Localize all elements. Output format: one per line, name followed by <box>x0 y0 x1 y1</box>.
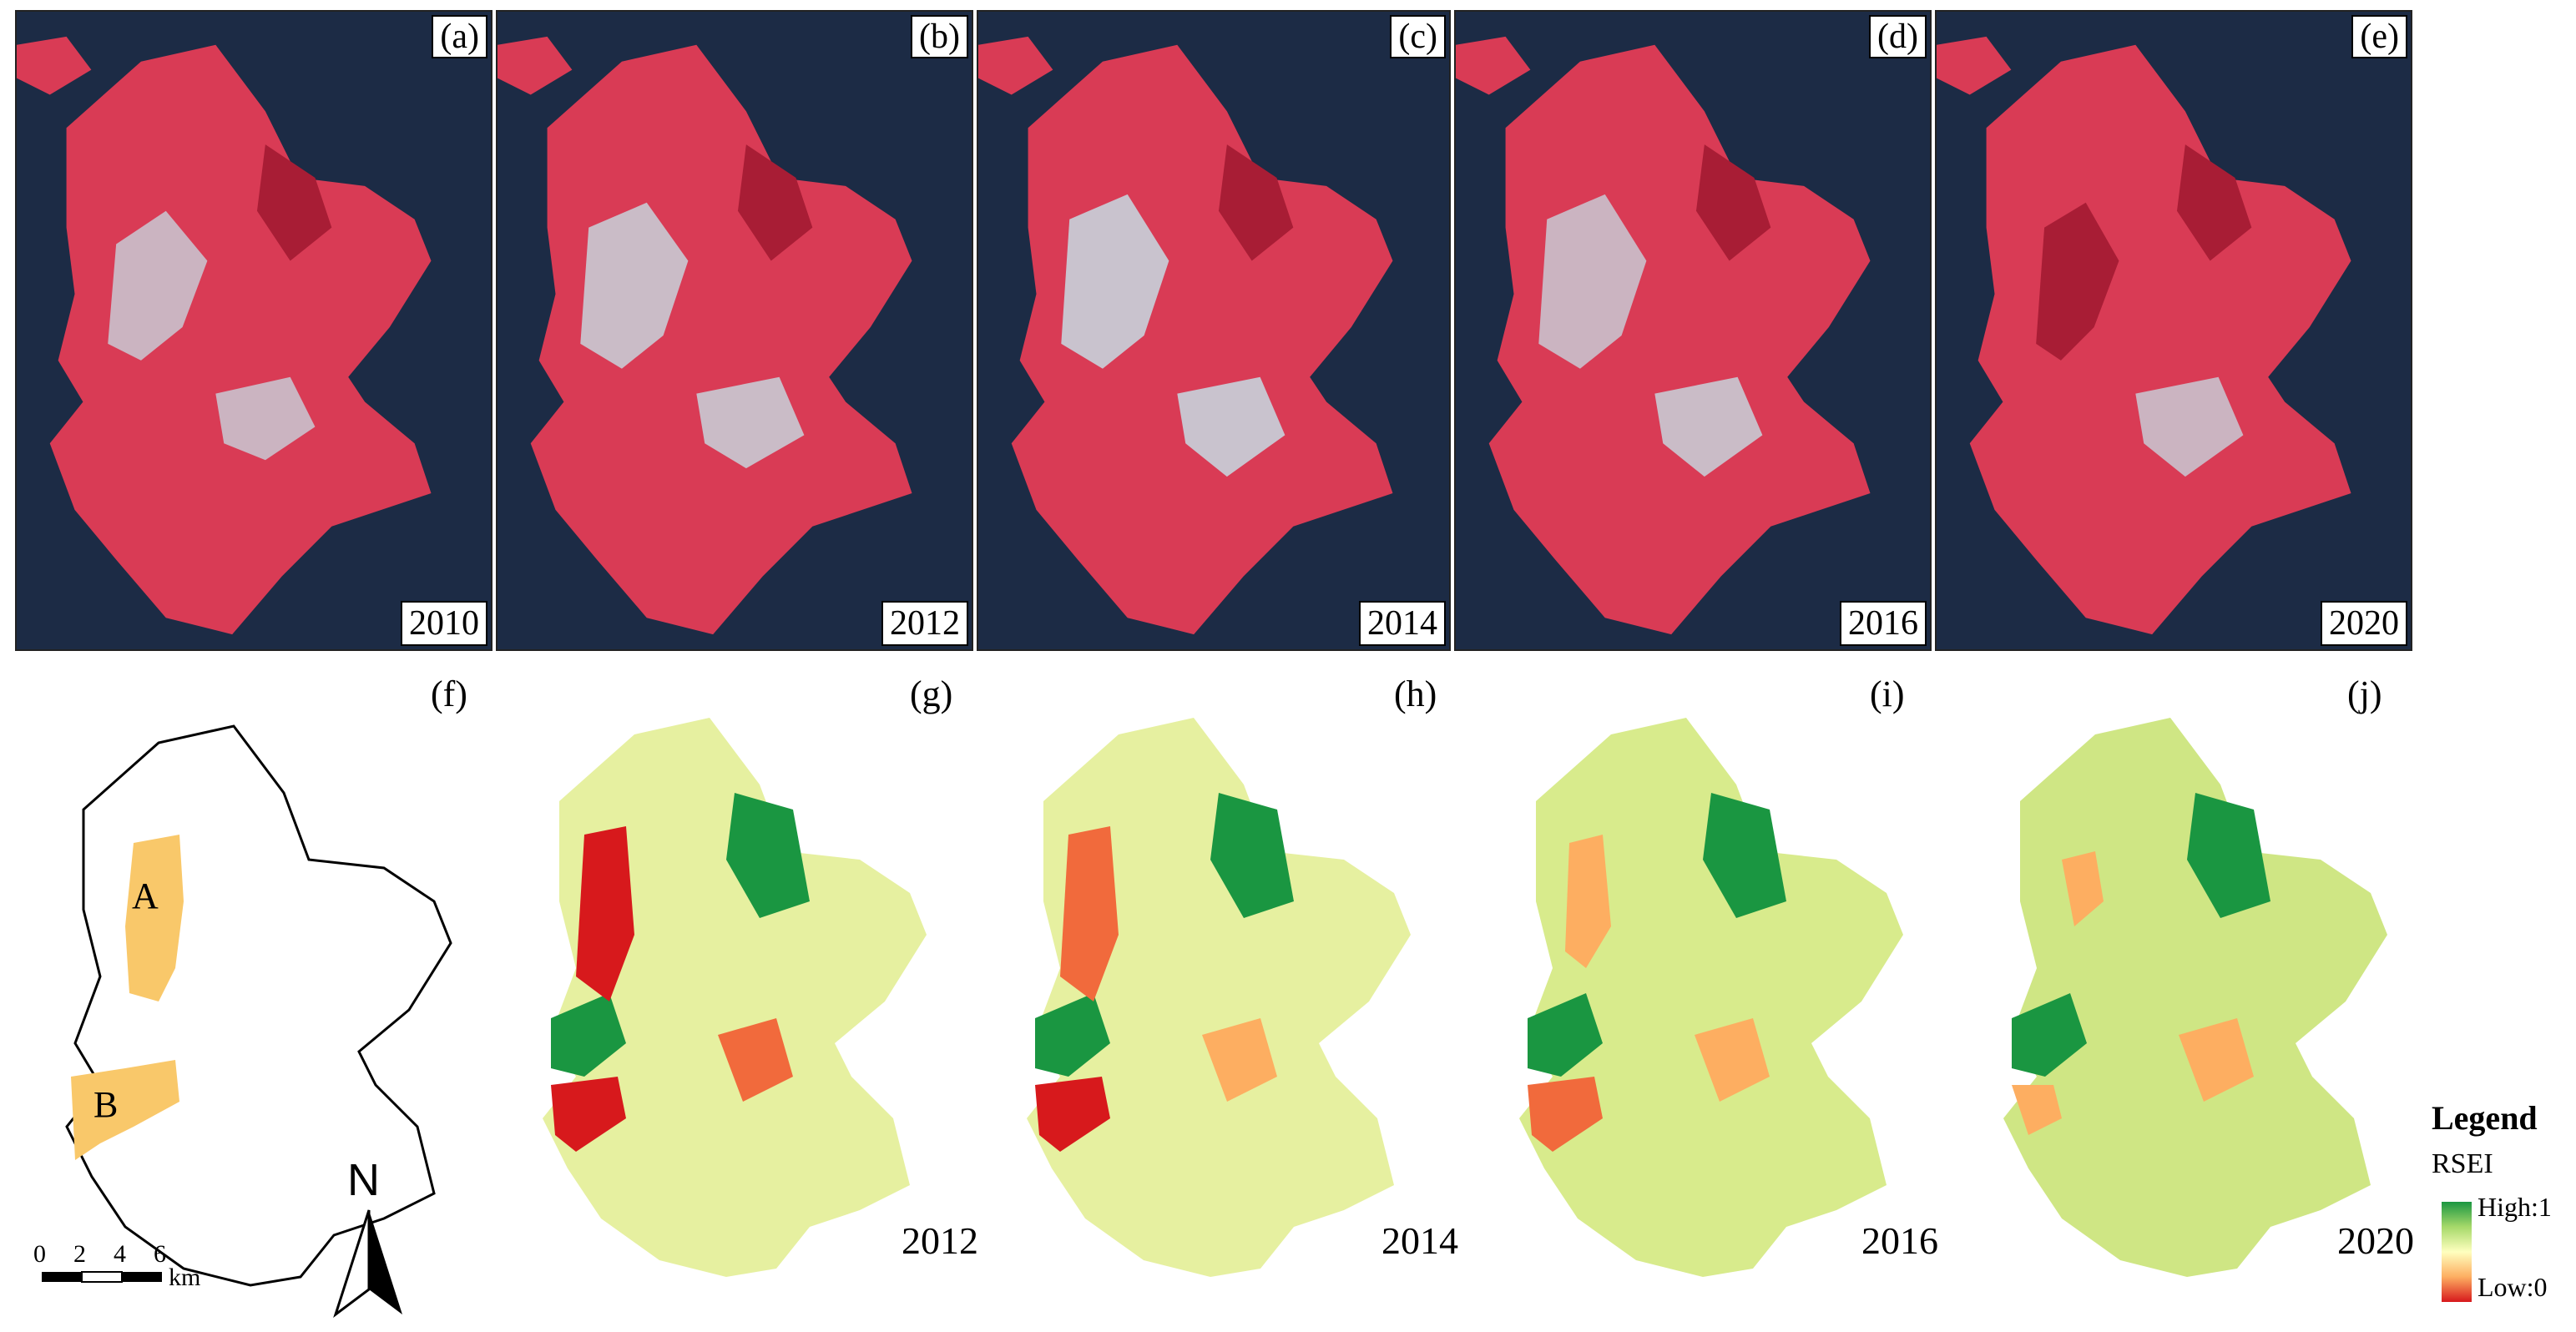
panel-tag: (a) <box>432 15 487 58</box>
satellite-image <box>17 12 491 649</box>
panel-year: 2014 <box>1359 601 1446 646</box>
legend-title: Legend <box>2432 1099 2538 1137</box>
svg-text:0: 0 <box>33 1240 46 1268</box>
satellite-image <box>978 12 1449 649</box>
panel-tag-j: (j) <box>2347 674 2382 714</box>
panel-tag-g: (g) <box>910 674 953 714</box>
area-a-label: A <box>132 875 159 916</box>
satellite-panel-d: (d) 2016 <box>1454 10 1932 651</box>
svg-text:N: N <box>347 1155 380 1205</box>
panel-year: 2016 <box>1840 601 1927 646</box>
panel-year-g: 2012 <box>902 1219 978 1262</box>
panel-tag: (c) <box>1390 15 1446 58</box>
panel-year-i: 2016 <box>1861 1219 1938 1262</box>
area-b-shape <box>71 1060 179 1160</box>
panel-tag: (b) <box>911 15 968 58</box>
study-area-outline: A B <box>65 724 452 1287</box>
area-b-label: B <box>93 1084 118 1125</box>
panel-year: 2010 <box>401 601 487 646</box>
svg-text:km: km <box>169 1264 200 1291</box>
rsei-map-g <box>543 718 927 1277</box>
svg-text:2: 2 <box>73 1240 86 1268</box>
satellite-panel-b: (b) 2012 <box>496 10 973 651</box>
panel-year-h: 2014 <box>1381 1219 1458 1262</box>
legend-subtitle: RSEI <box>2432 1148 2493 1179</box>
legend-color-ramp <box>2442 1202 2472 1302</box>
panel-year-j: 2020 <box>2337 1219 2414 1262</box>
svg-text:4: 4 <box>114 1240 126 1268</box>
panel-tag-f: (f) <box>431 674 467 714</box>
panel-year: 2012 <box>881 601 968 646</box>
legend-high-label: High:1 <box>2478 1192 2552 1222</box>
panel-tag: (e) <box>2351 15 2407 58</box>
rsei-map-j <box>2003 718 2387 1277</box>
svg-text:6: 6 <box>154 1240 166 1268</box>
panel-tag-i: (i) <box>1870 674 1905 714</box>
legend-low-label: Low:0 <box>2478 1272 2548 1302</box>
area-a-shape <box>125 835 184 1002</box>
satellite-image <box>1937 12 2411 649</box>
satellite-image <box>498 12 972 649</box>
satellite-panel-a: (a) 2010 <box>15 10 492 651</box>
rsei-map-h <box>1027 718 1411 1277</box>
satellite-image <box>1456 12 1930 649</box>
panel-year: 2020 <box>2321 601 2407 646</box>
panel-tag: (d) <box>1869 15 1927 58</box>
rsei-map-i <box>1519 718 1903 1277</box>
panel-tag-h: (h) <box>1394 674 1437 714</box>
satellite-panel-c: (c) 2014 <box>977 10 1451 651</box>
satellite-panel-e: (e) 2020 <box>1935 10 2412 651</box>
north-arrow-icon: N <box>333 1155 402 1319</box>
scale-bar: 0 2 4 6 km <box>33 1240 200 1291</box>
